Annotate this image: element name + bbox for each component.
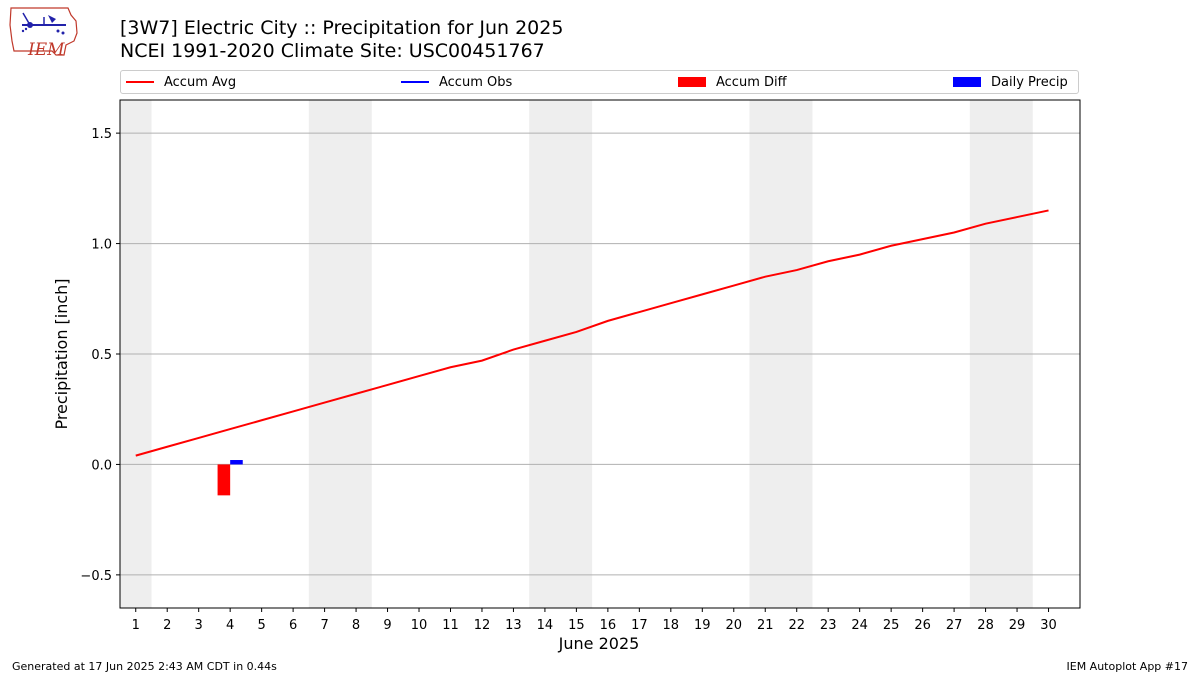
accum-avg-line bbox=[135, 209, 1049, 457]
legend-label-accum-diff: Accum Diff bbox=[716, 74, 787, 90]
y-tick-label: 1.5 bbox=[91, 127, 112, 142]
app-credit: IEM Autoplot App #17 bbox=[1066, 660, 1189, 673]
iem-logo: IEM bbox=[8, 5, 80, 63]
x-tick-label: 20 bbox=[725, 618, 742, 633]
x-tick-label: 16 bbox=[600, 618, 617, 633]
chart-title: [3W7] Electric City :: Precipitation for… bbox=[120, 17, 564, 39]
x-tick-label: 25 bbox=[883, 618, 900, 633]
x-tick-label: 28 bbox=[977, 618, 994, 633]
y-tick-label: 1.0 bbox=[91, 238, 112, 253]
accum-diff-bar bbox=[217, 464, 231, 496]
legend-item-accum-avg: Accum Avg bbox=[126, 71, 236, 93]
x-tick-label: 18 bbox=[663, 618, 680, 633]
x-tick-label: 6 bbox=[289, 618, 297, 633]
y-axis-ticks: −0.5 0.0 0.5 1.0 1.5 bbox=[80, 127, 120, 584]
x-tick-label: 14 bbox=[537, 618, 554, 633]
chart-subtitle: NCEI 1991-2020 Climate Site: USC00451767 bbox=[120, 40, 545, 62]
legend-item-accum-obs: Accum Obs bbox=[401, 71, 512, 93]
legend-label-daily-precip: Daily Precip bbox=[991, 74, 1068, 90]
x-tick-label: 10 bbox=[411, 618, 428, 633]
x-tick-label: 19 bbox=[694, 618, 711, 633]
x-tick-label: 21 bbox=[757, 618, 774, 633]
x-axis-ticks: 1 2 3 4 5 6 7 8 9 10 11 12 13 14 15 16 17 18 19 20 21 22 23 24 2… bbox=[132, 608, 1057, 633]
x-tick-label: 29 bbox=[1009, 618, 1026, 633]
x-tick-label: 8 bbox=[352, 618, 360, 633]
x-tick-label: 7 bbox=[320, 618, 328, 633]
y-axis-label: Precipitation [inch] bbox=[52, 278, 71, 429]
iem-iowa-logo-icon bbox=[9, 7, 78, 56]
x-tick-label: 11 bbox=[442, 618, 459, 633]
y-tick-label: 0.0 bbox=[91, 458, 112, 473]
x-tick-label: 22 bbox=[788, 618, 805, 633]
x-tick-label: 30 bbox=[1040, 618, 1057, 633]
x-tick-label: 24 bbox=[851, 618, 868, 633]
x-tick-label: 5 bbox=[257, 618, 265, 633]
x-tick-label: 9 bbox=[383, 618, 391, 633]
legend-item-accum-diff: Accum Diff bbox=[678, 71, 787, 93]
x-tick-label: 23 bbox=[820, 618, 837, 633]
x-tick-label: 26 bbox=[914, 618, 931, 633]
bar-marks bbox=[217, 460, 243, 496]
daily-precip-bar bbox=[230, 460, 243, 465]
legend-swatch-accum-diff bbox=[678, 77, 706, 87]
x-tick-label: 27 bbox=[946, 618, 963, 633]
y-gridlines bbox=[120, 132, 1080, 576]
x-tick-label: 17 bbox=[631, 618, 648, 633]
legend-swatch-accum-avg bbox=[126, 81, 154, 83]
x-tick-label: 2 bbox=[163, 618, 171, 633]
x-tick-label: 3 bbox=[195, 618, 203, 633]
logo-text: IEM bbox=[28, 40, 65, 60]
legend-swatch-accum-obs bbox=[401, 81, 429, 83]
legend-label-accum-avg: Accum Avg bbox=[164, 74, 237, 90]
y-tick-label: −0.5 bbox=[80, 569, 112, 584]
legend-swatch-daily-precip bbox=[953, 77, 981, 87]
chart-legend: Accum Avg Accum Obs Accum Diff Daily Pre… bbox=[120, 70, 1079, 94]
x-tick-label: 15 bbox=[568, 618, 585, 633]
generated-timestamp: Generated at 17 Jun 2025 2:43 AM CDT in … bbox=[12, 660, 277, 673]
x-tick-label: 13 bbox=[505, 618, 522, 633]
x-axis-label: June 2025 bbox=[558, 634, 640, 653]
x-tick-label: 1 bbox=[132, 618, 140, 633]
legend-item-daily-precip: Daily Precip bbox=[953, 71, 1068, 93]
y-tick-label: 0.5 bbox=[91, 348, 112, 363]
x-tick-label: 12 bbox=[474, 618, 491, 633]
legend-label-accum-obs: Accum Obs bbox=[439, 74, 513, 90]
x-tick-label: 4 bbox=[226, 618, 234, 633]
line-marks bbox=[135, 209, 1049, 457]
